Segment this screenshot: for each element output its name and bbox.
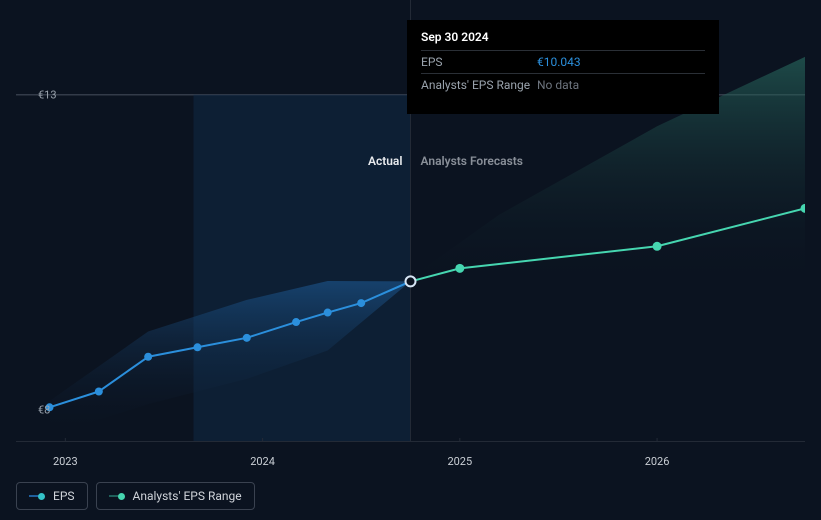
- chart-tooltip: Sep 30 2024 EPS€10.043Analysts' EPS Rang…: [407, 20, 719, 114]
- actual-region-label: Actual: [368, 154, 411, 168]
- y-tick-top-label: €13: [38, 88, 57, 101]
- chart-legend: EPS Analysts' EPS Range: [16, 482, 255, 510]
- tooltip-row-key: EPS: [421, 55, 537, 69]
- legend-swatch-icon: [109, 493, 125, 500]
- tooltip-row: Analysts' EPS RangeNo data: [421, 73, 705, 96]
- forecast-region-label: Analysts Forecasts: [421, 154, 523, 168]
- x-tick-label: 2023: [53, 455, 78, 468]
- tooltip-date: Sep 30 2024: [421, 30, 705, 44]
- x-tick-label: 2026: [645, 455, 670, 468]
- legend-item-label: EPS: [53, 489, 75, 503]
- legend-swatch-icon: [29, 493, 45, 500]
- tooltip-row: EPS€10.043: [421, 50, 705, 73]
- tooltip-row-value: €10.043: [537, 55, 581, 69]
- legend-item-label: Analysts' EPS Range: [133, 489, 242, 503]
- tooltip-row-key: Analysts' EPS Range: [421, 78, 537, 92]
- tooltip-row-value: No data: [537, 78, 579, 92]
- legend-item-eps[interactable]: EPS: [16, 482, 88, 510]
- legend-item-eps-range[interactable]: Analysts' EPS Range: [96, 482, 255, 510]
- x-tick-label: 2025: [447, 455, 472, 468]
- x-tick-label: 2024: [250, 455, 275, 468]
- y-tick-bottom-label: €8: [38, 404, 50, 417]
